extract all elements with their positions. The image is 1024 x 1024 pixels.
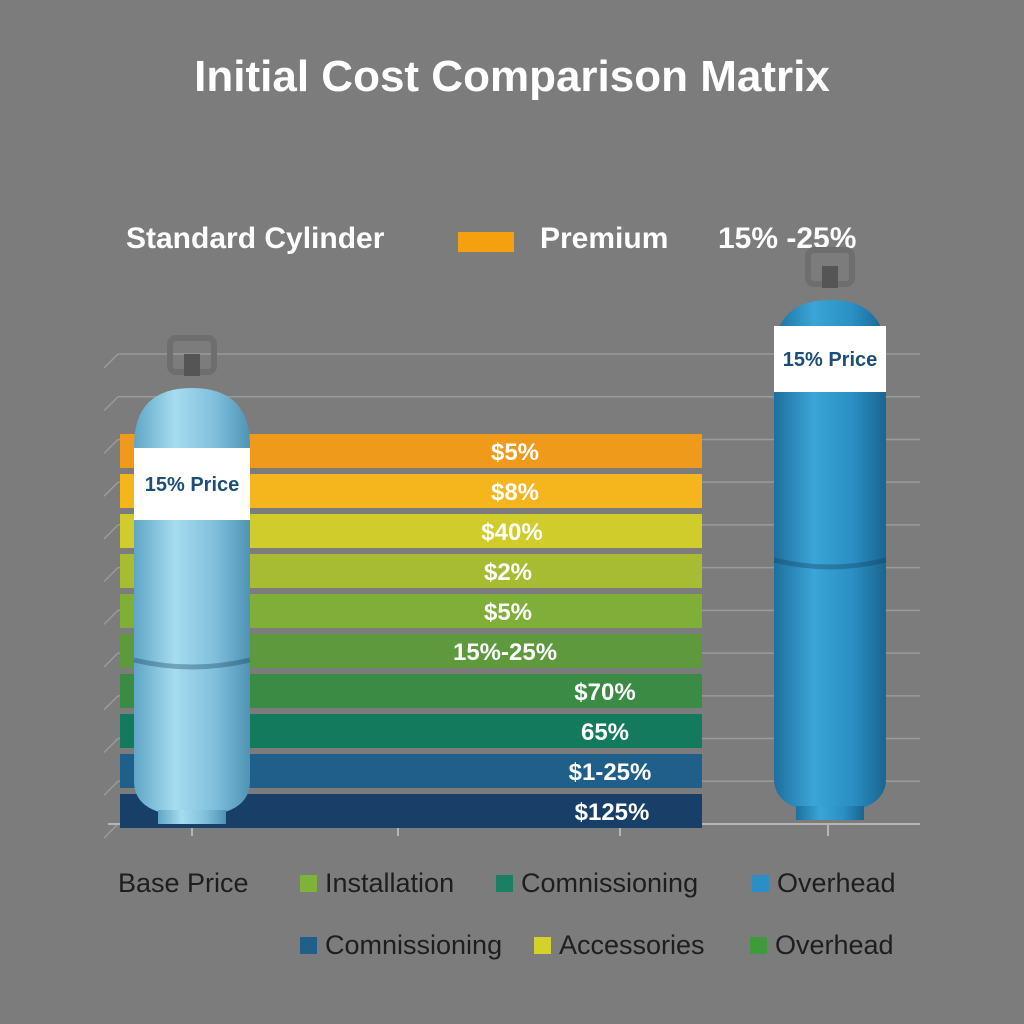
premium-cylinder-body (774, 300, 886, 812)
standard-cylinder-seam (133, 657, 251, 670)
grid-line-perspective (103, 524, 119, 540)
legend-label: Comnissioning (325, 930, 503, 960)
standard-cylinder-foot (158, 810, 226, 824)
legend-swatch (496, 875, 513, 892)
legend-row-1: Base Price Installation Comnissioning Overh… (0, 868, 1024, 904)
premium-cylinder-valve-stem (822, 266, 838, 288)
bar-label: $2% (484, 559, 532, 586)
grid-line-perspective (103, 481, 119, 497)
legend-label: Installation (325, 868, 455, 898)
bar-label: $5% (484, 599, 532, 626)
grid-line-perspective (103, 609, 119, 625)
standard-cylinder-label: 15% Price (145, 474, 240, 496)
legend-row-2: Comnissioning Accessories Overhead (0, 930, 1024, 966)
grid-line-perspective (103, 780, 119, 796)
legend-item: Installation (300, 868, 454, 899)
grid-line-perspective (103, 695, 119, 711)
legend-item: Comnissioning (300, 930, 502, 961)
grid-line-perspective (103, 567, 119, 583)
premium-cylinder-foot (796, 806, 864, 820)
grid-line-perspective (103, 652, 119, 668)
legend-label: Comnissioning (521, 868, 699, 898)
grid-line-perspective (103, 438, 119, 454)
grid-line-perspective (103, 738, 119, 754)
bar-label: $1-25% (569, 759, 652, 786)
grid-line-perspective (103, 823, 119, 839)
bar-label: 65% (581, 719, 629, 746)
legend-label: Overhead (777, 868, 896, 898)
bar-label: $40% (481, 519, 542, 546)
chart-title: Initial Cost Comparison Matrix (194, 52, 830, 101)
legend-item: Overhead (752, 868, 896, 899)
bar-label: 15%-25% (453, 639, 557, 666)
premium-label: Premium (540, 222, 669, 255)
legend-label: Accessories (559, 930, 705, 960)
bar-label: $70% (574, 679, 635, 706)
legend-item: Comnissioning (496, 868, 698, 899)
standard-cylinder-label: Standard Cylinder (126, 222, 385, 255)
legend-item: Overhead (750, 930, 894, 961)
legend-item: Accessories (534, 930, 705, 961)
premium-swatch (458, 232, 514, 252)
bar-label: $125% (575, 799, 650, 826)
legend-item: Base Price (118, 868, 249, 899)
premium-cylinder-seam (773, 557, 887, 570)
standard-cylinder-label-panel (134, 448, 250, 520)
legend-swatch (534, 937, 551, 954)
legend-swatch (300, 875, 317, 892)
standard-cylinder-valve-stem (184, 354, 200, 376)
premium-cylinder-label: 15% Price (783, 349, 878, 371)
legend-label: Overhead (775, 930, 894, 960)
legend-swatch (752, 875, 769, 892)
premium-cylinder-label-panel (774, 326, 886, 392)
legend-swatch (300, 937, 317, 954)
legend-swatch (750, 937, 767, 954)
bar-label: $5% (491, 439, 539, 466)
bar-label: $8% (491, 479, 539, 506)
grid-line-perspective (103, 396, 119, 412)
grid-line-perspective (103, 353, 119, 369)
legend-label: Base Price (118, 868, 249, 898)
